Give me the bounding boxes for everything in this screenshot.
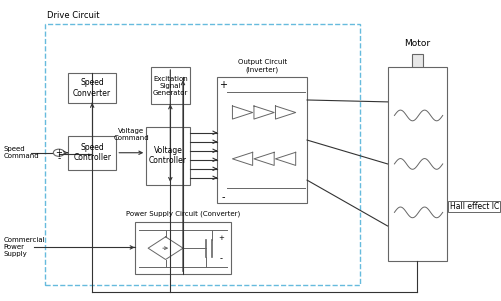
Text: Drive Circuit: Drive Circuit [47, 11, 100, 20]
Text: Power Supply Circuit (Converter): Power Supply Circuit (Converter) [126, 210, 239, 217]
Bar [146, 127, 189, 185]
Text: Output Circuit
(Inverter): Output Circuit (Inverter) [237, 60, 286, 73]
Text: Speed
Command: Speed Command [4, 146, 39, 159]
Text: Voltage
Controller: Voltage Controller [149, 146, 187, 166]
Bar [217, 77, 307, 203]
Text: Excitation
Signal
Generator: Excitation Signal Generator [152, 76, 188, 96]
Text: Voltage
Command: Voltage Command [113, 128, 149, 141]
Text: Hall effect IC: Hall effect IC [449, 202, 498, 211]
Bar [134, 222, 231, 274]
Bar [68, 73, 116, 103]
Text: Speed
Converter: Speed Converter [73, 78, 111, 98]
Bar [411, 54, 422, 70]
Text: +: + [217, 235, 223, 241]
Bar [45, 24, 359, 285]
Text: Commercial
Power
Supply: Commercial Power Supply [4, 237, 45, 257]
Bar [68, 135, 116, 170]
Text: +: + [55, 148, 62, 157]
Text: -: - [221, 192, 224, 202]
Text: +: + [218, 80, 226, 90]
Text: Speed
Controller: Speed Controller [73, 143, 111, 163]
Text: -: - [219, 254, 222, 263]
Text: -: - [58, 154, 61, 163]
Bar [387, 67, 446, 261]
Bar [150, 67, 189, 104]
Text: Motor: Motor [403, 39, 430, 48]
